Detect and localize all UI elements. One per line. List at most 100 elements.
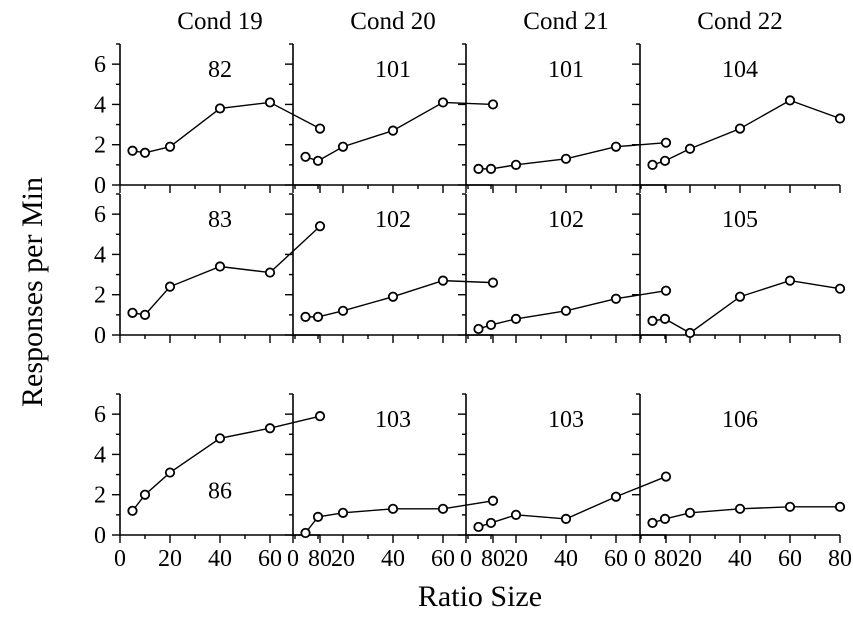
column-header-2: Cond 21 <box>523 8 608 35</box>
data-point <box>316 222 324 230</box>
data-point <box>786 503 794 511</box>
data-point <box>661 515 669 523</box>
series-line <box>653 100 841 164</box>
data-point <box>786 276 794 284</box>
data-point <box>562 155 570 163</box>
x-tick-label: 0 <box>634 546 646 572</box>
series-line <box>479 291 667 329</box>
x-tick-label: 60 <box>778 546 802 572</box>
data-point <box>128 309 136 317</box>
data-point <box>736 293 744 301</box>
data-point <box>216 262 224 270</box>
subject-label: 105 <box>722 207 758 233</box>
data-point <box>266 424 274 432</box>
subject-label: 101 <box>375 57 411 83</box>
data-point <box>301 313 309 321</box>
panel-0-3: 104 <box>632 44 844 193</box>
y-tick-label: 6 <box>94 402 106 428</box>
data-point <box>662 472 670 480</box>
y-tick-label: 0 <box>94 173 106 199</box>
data-point <box>141 491 149 499</box>
data-point <box>836 114 844 122</box>
data-point <box>487 321 495 329</box>
panel-1-2: 102 <box>458 194 670 343</box>
x-axis-label: Ratio Size <box>418 580 542 613</box>
data-point <box>389 293 397 301</box>
panel-1-3: 105 <box>632 194 844 343</box>
series-line <box>306 501 494 533</box>
data-point <box>128 147 136 155</box>
data-point <box>562 307 570 315</box>
data-point <box>648 519 656 527</box>
data-point <box>836 503 844 511</box>
subject-label: 104 <box>722 57 758 83</box>
data-point <box>439 276 447 284</box>
data-point <box>648 161 656 169</box>
y-tick-label: 2 <box>94 483 106 509</box>
column-header-3: Cond 22 <box>697 8 782 35</box>
data-point <box>339 509 347 517</box>
data-point <box>512 511 520 519</box>
data-point <box>216 104 224 112</box>
series-line <box>133 226 321 315</box>
x-tick-label: 80 <box>481 546 505 572</box>
subject-label: 103 <box>375 407 411 433</box>
data-point <box>662 286 670 294</box>
data-point <box>662 139 670 147</box>
x-tick-label: 60 <box>258 546 282 572</box>
x-tick-label: 0 <box>287 546 299 572</box>
x-tick-label: 40 <box>381 546 405 572</box>
x-tick-label: 20 <box>158 546 182 572</box>
y-tick-label: 2 <box>94 133 106 159</box>
data-point <box>439 505 447 513</box>
data-point <box>512 161 520 169</box>
x-tick-label: 40 <box>554 546 578 572</box>
x-tick-label: 40 <box>208 546 232 572</box>
column-header-0: Cond 19 <box>177 8 262 35</box>
data-point <box>266 98 274 106</box>
data-point <box>489 278 497 286</box>
data-point <box>166 468 174 476</box>
data-point <box>389 505 397 513</box>
series-line <box>479 477 667 527</box>
x-tick-label: 0 <box>114 546 126 572</box>
data-point <box>339 307 347 315</box>
data-point <box>314 513 322 521</box>
data-point <box>166 282 174 290</box>
data-point <box>141 149 149 157</box>
series-line <box>306 281 494 317</box>
data-point <box>128 507 136 515</box>
panel-1-0: 0 2 4 6 83 <box>94 194 324 349</box>
subject-label: 102 <box>548 207 584 233</box>
data-point <box>489 497 497 505</box>
y-axis-label: Responses per Min <box>16 177 49 407</box>
data-point <box>216 434 224 442</box>
panel-0-2: 101 <box>458 44 670 193</box>
data-point <box>474 523 482 531</box>
y-tick-label: 6 <box>94 52 106 78</box>
data-point <box>612 493 620 501</box>
x-tick-label: 20 <box>678 546 702 572</box>
data-point <box>489 100 497 108</box>
data-point <box>686 145 694 153</box>
data-point <box>612 143 620 151</box>
y-tick-label: 4 <box>94 92 106 118</box>
data-point <box>301 153 309 161</box>
x-tick-label: 20 <box>504 546 528 572</box>
series-line <box>653 507 841 523</box>
subject-label: 106 <box>722 407 758 433</box>
subject-label: 103 <box>548 407 584 433</box>
subject-label: 102 <box>375 207 411 233</box>
data-point <box>512 315 520 323</box>
y-tick-label: 0 <box>94 323 106 349</box>
data-point <box>314 313 322 321</box>
x-tick-label: 60 <box>431 546 455 572</box>
y-tick-label: 6 <box>94 202 106 228</box>
data-point <box>661 157 669 165</box>
data-point <box>836 284 844 292</box>
column-header-1: Cond 20 <box>350 8 435 35</box>
x-tick-label: 80 <box>308 546 332 572</box>
data-point <box>266 268 274 276</box>
